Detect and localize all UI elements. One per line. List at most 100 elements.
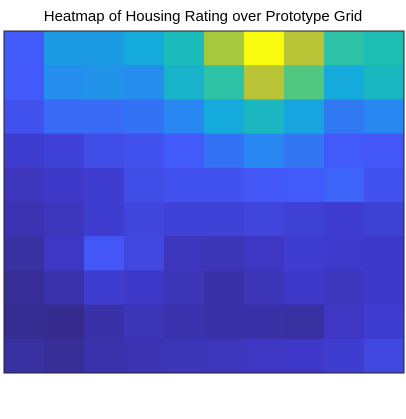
heatmap-cell-r8-c6	[204, 270, 245, 306]
heatmap-cell-r9-c3	[84, 304, 125, 340]
heatmap-cell-r3-c9	[324, 99, 365, 135]
heatmap-cell-r7-c4	[124, 236, 165, 271]
heatmap-cell-r3-c1	[4, 99, 45, 135]
heatmap-cell-r3-c5	[164, 99, 205, 135]
heatmap-cell-r2-c10	[364, 65, 405, 100]
heatmap-cell-r6-c9	[324, 202, 365, 237]
heatmap-cell-r7-c10	[364, 236, 405, 271]
heatmap-cell-r8-c3	[84, 270, 125, 306]
heatmap-cell-r5-c6	[204, 167, 245, 203]
heatmap-cell-r10-c5	[164, 338, 205, 374]
heatmap-cell-r7-c3	[84, 236, 125, 271]
heatmap-cell-r3-c10	[364, 99, 405, 135]
heatmap-cell-r9-c6	[204, 304, 245, 340]
heatmap-cell-r4-c6	[204, 133, 245, 169]
heatmap-cell-r1-c9	[324, 31, 365, 66]
chart-title: Heatmap of Housing Rating over Prototype…	[43, 8, 363, 25]
heatmap-cell-r10-c2	[44, 338, 85, 374]
heatmap-cell-r9-c5	[164, 304, 205, 340]
heatmap-cell-r5-c5	[164, 167, 205, 203]
heatmap-cell-r2-c2	[44, 65, 85, 100]
heatmap-cell-r1-c3	[84, 31, 125, 66]
heatmap-cell-r9-c4	[124, 304, 165, 340]
heatmap-cell-r9-c2	[44, 304, 85, 340]
heatmap-cell-r8-c2	[44, 270, 85, 306]
heatmap-cell-r6-c8	[284, 202, 325, 237]
heatmap-cell-r2-c8	[284, 65, 325, 100]
heatmap-cell-r10-c8	[284, 338, 325, 374]
heatmap-cell-r1-c4	[124, 31, 165, 66]
heatmap-cell-r5-c9	[324, 167, 365, 203]
heatmap-cell-r6-c5	[164, 202, 205, 237]
heatmap-cell-r5-c4	[124, 167, 165, 203]
heatmap-cell-r9-c7	[244, 304, 285, 340]
heatmap-cell-r5-c10	[364, 167, 405, 203]
heatmap-cell-r8-c10	[364, 270, 405, 306]
heatmap-cell-r6-c4	[124, 202, 165, 237]
heatmap-cell-r8-c7	[244, 270, 285, 306]
heatmap-cell-r4-c9	[324, 133, 365, 169]
heatmap-cell-r9-c1	[4, 304, 45, 340]
heatmap-cell-r4-c5	[164, 133, 205, 169]
heatmap-cell-r1-c7	[244, 31, 285, 66]
heatmap-cell-r8-c5	[164, 270, 205, 306]
heatmap-cell-r10-c7	[244, 338, 285, 374]
heatmap-cell-r9-c8	[284, 304, 325, 340]
heatmap-cell-r2-c6	[204, 65, 245, 100]
heatmap-cell-r1-c10	[364, 31, 405, 66]
heatmap-cell-r6-c7	[244, 202, 285, 237]
heatmap-cell-r7-c7	[244, 236, 285, 271]
heatmap-cell-r1-c5	[164, 31, 205, 66]
heatmap-cell-r3-c6	[204, 99, 245, 135]
heatmap-cell-r1-c1	[4, 31, 45, 66]
heatmap-cell-r5-c1	[4, 167, 45, 203]
heatmap-cell-r10-c10	[364, 338, 405, 374]
heatmap-cell-r8-c9	[324, 270, 365, 306]
heatmap-cell-r4-c7	[244, 133, 285, 169]
heatmap-cell-r2-c1	[4, 65, 45, 100]
heatmap-cell-r10-c4	[124, 338, 165, 374]
heatmap-cell-r6-c1	[4, 202, 45, 237]
heatmap-cell-r5-c3	[84, 167, 125, 203]
heatmap-cell-r7-c8	[284, 236, 325, 271]
heatmap-cell-r1-c6	[204, 31, 245, 66]
heatmap-cell-r6-c3	[84, 202, 125, 237]
heatmap-cell-r10-c9	[324, 338, 365, 374]
heatmap-cell-r2-c4	[124, 65, 165, 100]
heatmap-cell-r3-c2	[44, 99, 85, 135]
heatmap-cell-r4-c1	[4, 133, 45, 169]
heatmap-cell-r2-c7	[244, 65, 285, 100]
heatmap-cell-r6-c6	[204, 202, 245, 237]
heatmap-cell-r4-c3	[84, 133, 125, 169]
heatmap-cells	[4, 31, 405, 374]
heatmap-cell-r3-c3	[84, 99, 125, 135]
heatmap-cell-r3-c8	[284, 99, 325, 135]
heatmap-cell-r10-c1	[4, 338, 45, 374]
heatmap-cell-r10-c3	[84, 338, 125, 374]
heatmap-cell-r8-c8	[284, 270, 325, 306]
heatmap-cell-r5-c8	[284, 167, 325, 203]
heatmap-cell-r3-c7	[244, 99, 285, 135]
heatmap-cell-r2-c3	[84, 65, 125, 100]
heatmap-cell-r5-c7	[244, 167, 285, 203]
heatmap-cell-r4-c2	[44, 133, 85, 169]
heatmap-cell-r1-c2	[44, 31, 85, 66]
heatmap-cell-r10-c6	[204, 338, 245, 374]
heatmap-cell-r7-c1	[4, 236, 45, 271]
heatmap-cell-r8-c4	[124, 270, 165, 306]
heatmap-cell-r4-c4	[124, 133, 165, 169]
heatmap-cell-r4-c8	[284, 133, 325, 169]
heatmap-cell-r3-c4	[124, 99, 165, 135]
heatmap-cell-r4-c10	[364, 133, 405, 169]
heatmap-cell-r5-c2	[44, 167, 85, 203]
heatmap-cell-r7-c9	[324, 236, 365, 271]
heatmap-cell-r7-c2	[44, 236, 85, 271]
heatmap-cell-r1-c8	[284, 31, 325, 66]
plot-frame	[3, 30, 405, 374]
heatmap-cell-r9-c9	[324, 304, 365, 340]
heatmap-cell-r9-c10	[364, 304, 405, 340]
heatmap-cell-r2-c5	[164, 65, 205, 100]
heatmap-cell-r7-c5	[164, 236, 205, 271]
heatmap-cell-r6-c2	[44, 202, 85, 237]
